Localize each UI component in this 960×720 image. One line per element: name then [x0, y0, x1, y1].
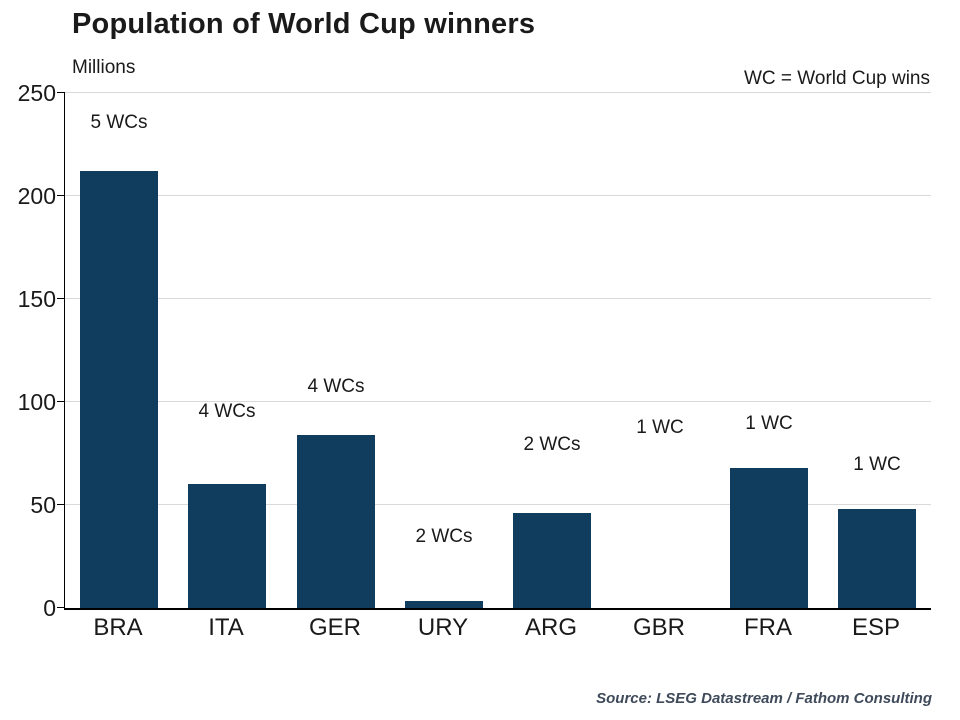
source-attribution: Source: LSEG Datastream / Fathom Consult… [596, 690, 932, 707]
y-axis-unit-label: Millions [72, 57, 136, 78]
gridline-250 [65, 92, 931, 93]
bar-annotation-ita: 4 WCs [198, 401, 256, 422]
bar-arg [513, 513, 591, 608]
x-label-fra: FRA [744, 614, 792, 641]
legend-note: WC = World Cup wins [743, 68, 930, 89]
bar-annotation-ger: 4 WCs [307, 376, 365, 397]
bar-ury [405, 601, 483, 608]
y-tick-mark-50 [57, 504, 65, 505]
gridline-200 [65, 195, 931, 196]
y-tick-label-250: 250 [17, 80, 56, 106]
bar-ita [188, 484, 266, 608]
x-label-ita: ITA [208, 614, 244, 641]
y-tick-mark-200 [57, 195, 65, 196]
bar-annotation-arg: 2 WCs [523, 434, 581, 455]
gridline-150 [65, 298, 931, 299]
plot-area: 5 WCs 4 WCs 4 WCs 2 WCs 2 WCs 1 WC 1 WC 1 WC [57, 92, 931, 610]
bar-fra [730, 468, 808, 608]
gridline-100 [65, 401, 931, 402]
x-axis-category-labels: BRA ITA GER URY ARG GBR FRA ESP [64, 614, 930, 644]
y-tick-label-100: 100 [17, 389, 56, 415]
x-label-ury: URY [417, 614, 469, 641]
y-tick-mark-250 [57, 92, 65, 93]
bar-annotation-gbr: 1 WC [636, 417, 684, 438]
x-label-arg: ARG [524, 614, 577, 641]
y-tick-mark-100 [57, 401, 65, 402]
bar-bra [80, 171, 158, 608]
y-tick-label-150: 150 [17, 286, 56, 312]
x-label-gbr: GBR [632, 614, 685, 641]
y-tick-mark-150 [57, 298, 65, 299]
bar-annotation-esp: 1 WC [853, 454, 901, 475]
gridline-50 [65, 504, 931, 505]
bar-esp [838, 509, 916, 608]
y-tick-mark-0 [57, 607, 65, 608]
x-label-esp: ESP [851, 614, 901, 641]
bar-ger [297, 435, 375, 608]
y-tick-label-50: 50 [30, 492, 56, 518]
y-tick-label-200: 200 [17, 183, 56, 209]
chart-title: Population of World Cup winners [72, 8, 536, 40]
bar-annotation-bra: 5 WCs [90, 112, 148, 133]
y-axis-tick-labels: 0 50 100 150 200 250 [0, 80, 56, 621]
x-label-ger: GER [308, 614, 361, 641]
y-tick-label-0: 0 [43, 595, 56, 621]
x-label-bra: BRA [93, 614, 143, 641]
bar-annotation-ury: 2 WCs [415, 526, 473, 547]
bar-annotation-fra: 1 WC [745, 413, 793, 434]
